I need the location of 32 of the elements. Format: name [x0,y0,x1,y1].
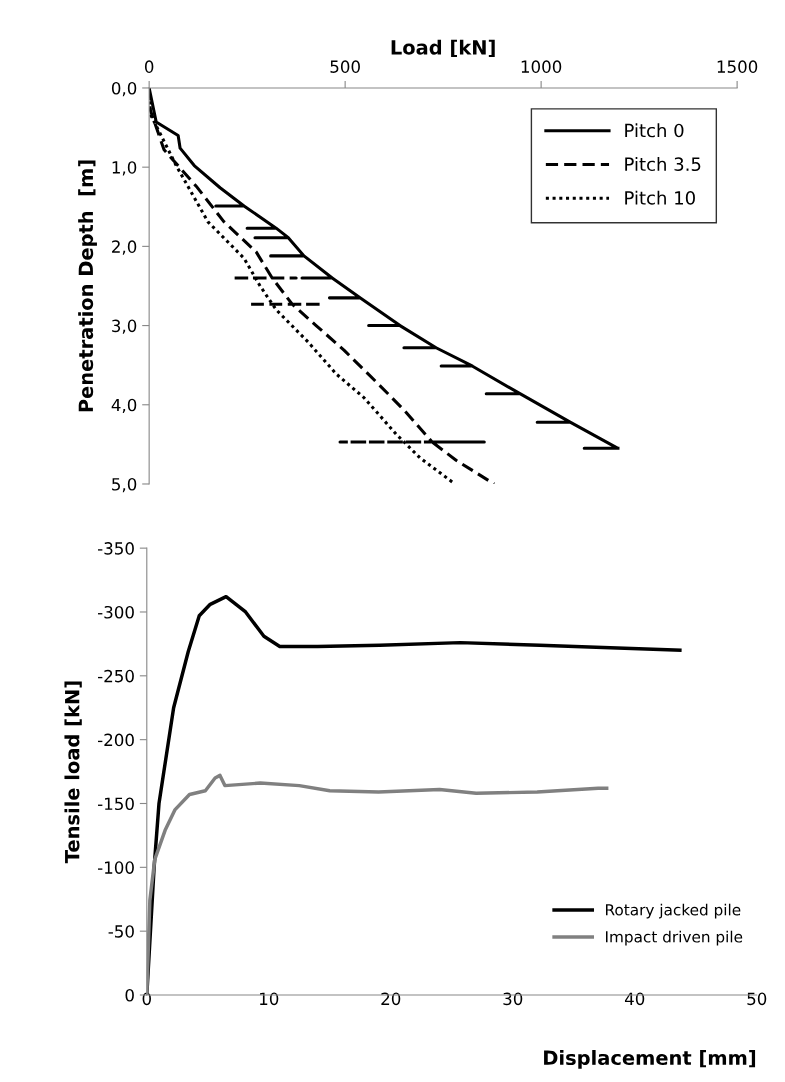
y-tick-label: 1,0 [112,161,137,176]
y-axis-title: Tensile load [kN] [64,681,82,864]
y-tick-label: 0,0 [111,81,137,97]
x-tick-label: 0 [144,60,154,73]
x-axis-title: Displacement [mm] [544,1050,756,1069]
x-axis-title: Load [kN] [391,39,495,58]
y-tick-label: -250 [97,669,134,683]
y-tick-label: 5,0 [112,477,137,493]
y-tick-label: -300 [97,605,134,619]
y-tick-label: -150 [97,797,134,811]
legend-label: Pitch 0 [625,123,684,138]
legend-label: Impact driven pile [606,930,743,946]
x-tick-label: 1000 [521,60,562,73]
x-tick-label: 50 [747,992,767,1006]
y-tick-label: 3,0 [112,319,137,334]
y-tick-label: -50 [108,925,134,938]
y-tick-label: -350 [97,542,134,555]
x-tick-label: 10 [260,992,279,1006]
x-tick-label: 0 [142,992,151,1006]
legend-label: Pitch 3.5 [625,157,701,172]
x-tick-label: 30 [503,992,523,1006]
legend-label: Rotary jacked pile [606,903,741,919]
y-axis-title: Penetration Depth [m] [78,160,97,412]
x-tick-label: 40 [624,992,645,1006]
x-tick-label: 1500 [717,60,758,73]
x-tick-label: 500 [330,60,360,73]
x-tick-label: 20 [381,992,401,1006]
y-tick-label: 2,0 [112,240,137,255]
y-tick-label: -200 [97,733,134,747]
legend-label: Pitch 10 [625,190,695,205]
y-tick-label: -100 [97,861,134,874]
y-tick-label: 4,0 [111,398,137,414]
